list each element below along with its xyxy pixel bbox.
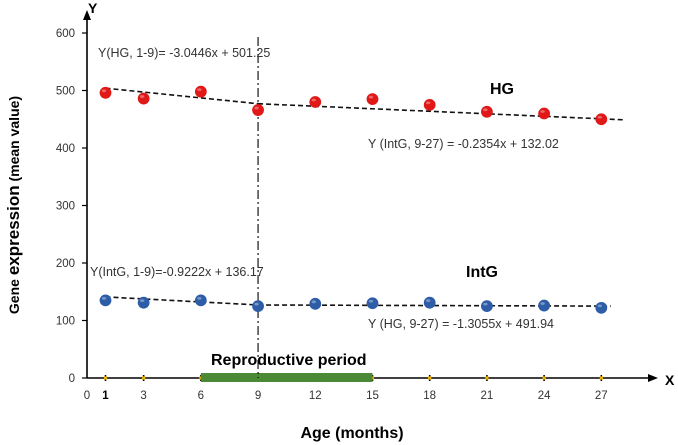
data-point-highlight xyxy=(254,302,259,306)
data-point-highlight xyxy=(311,300,316,304)
data-point-hg xyxy=(538,107,551,120)
data-point-intg xyxy=(366,297,379,310)
data-point-hg xyxy=(194,85,207,98)
x-tick-label: 12 xyxy=(309,390,322,402)
data-point-highlight xyxy=(425,101,431,105)
x-tick-label: 3 xyxy=(140,390,146,402)
data-point-intg xyxy=(595,301,608,314)
data-point-highlight xyxy=(197,296,202,300)
y-tick-label: 200 xyxy=(56,258,75,270)
y-axis-title: Gene expression (mean value) xyxy=(4,96,23,314)
data-point-intg xyxy=(252,300,264,313)
y-axis-title-part-2: expression xyxy=(4,185,23,275)
data-point-intg xyxy=(423,296,436,309)
data-point-highlight xyxy=(254,106,259,110)
data-point-intg xyxy=(194,294,207,307)
data-point-hg xyxy=(366,93,379,106)
x-axis-arrowhead xyxy=(648,374,658,382)
equation-hg-9-27: Y (HG, 9-27) = -1.3055x + 491.94 xyxy=(368,317,554,331)
marks-layer xyxy=(99,37,625,382)
y-tick-label: 300 xyxy=(56,201,75,213)
series-label-intg: IntG xyxy=(466,264,498,281)
y-axis-letter: Y xyxy=(88,0,98,16)
x-tick-marker xyxy=(428,376,432,380)
data-point-hg xyxy=(137,92,150,105)
x-tick-marker xyxy=(542,376,546,380)
data-point-hg xyxy=(309,96,322,108)
series-label-hg: HG xyxy=(490,81,514,98)
data-point-highlight xyxy=(425,299,431,303)
trendline-hg xyxy=(105,87,259,105)
x-tick-marker xyxy=(142,376,146,380)
equation-intg-1-9: Y(IntG, 1-9)=-0.9222x + 136.17 xyxy=(90,265,264,279)
y-tick-label: 400 xyxy=(56,143,75,155)
data-point-highlight xyxy=(368,95,374,99)
data-point-intg xyxy=(99,294,112,307)
data-point-highlight xyxy=(368,299,374,303)
data-point-highlight xyxy=(540,110,545,113)
y-tick-label: 0 xyxy=(69,373,75,385)
x-axis-letter: X xyxy=(665,372,675,388)
x-tick-label: 9 xyxy=(255,390,261,402)
x-tick-marker xyxy=(485,376,489,380)
x-tick-label: 18 xyxy=(423,390,436,402)
reproductive-period-bar xyxy=(200,373,373,382)
x-tick-marker xyxy=(103,376,108,380)
x-tick-label: 24 xyxy=(538,390,551,402)
data-point-hg xyxy=(423,98,436,111)
data-point-hg xyxy=(99,86,112,99)
data-point-highlight xyxy=(101,296,107,300)
data-point-intg xyxy=(480,300,493,313)
data-point-hg xyxy=(252,104,264,116)
x-tick-label: 27 xyxy=(595,390,608,402)
x-tick-label: 0 xyxy=(84,390,90,402)
x-tick-label: 21 xyxy=(481,390,494,402)
x-tick-marker xyxy=(599,376,603,380)
y-tick-label: 600 xyxy=(56,28,75,40)
data-point-highlight xyxy=(139,95,145,98)
y-tick-label: 100 xyxy=(56,316,75,328)
equation-intg-9-27: Y (IntG, 9-27) = -0.2354x + 132.02 xyxy=(368,137,559,151)
x-tick-label: 6 xyxy=(198,390,204,402)
data-point-highlight xyxy=(101,89,107,93)
trendline-hg xyxy=(258,102,625,121)
x-tick-label: 1 xyxy=(102,390,109,402)
data-point-highlight xyxy=(483,108,488,112)
y-tick-label: 500 xyxy=(56,86,75,98)
x-tick-label: 15 xyxy=(366,390,379,402)
y-axis-title-part-1: Gene xyxy=(6,275,22,314)
reproductive-period-label: Reproductive period xyxy=(211,352,367,369)
data-point-highlight xyxy=(139,299,145,303)
data-point-highlight xyxy=(597,304,603,308)
data-point-highlight xyxy=(597,115,603,119)
data-point-intg xyxy=(137,296,150,309)
equation-hg-1-9: Y(HG, 1-9)= -3.0446x + 501.25 xyxy=(98,46,270,60)
y-axis-title-part-3: (mean value) xyxy=(6,96,22,185)
y-axis-arrowhead xyxy=(83,10,91,20)
data-point-hg xyxy=(480,105,493,118)
data-point-highlight xyxy=(311,98,316,102)
data-point-highlight xyxy=(540,302,545,305)
x-axis-title: Age (months) xyxy=(300,425,403,442)
data-point-intg xyxy=(538,299,551,312)
data-point-intg xyxy=(309,297,322,310)
trendline-intg xyxy=(105,296,259,306)
data-point-highlight xyxy=(483,302,488,306)
data-point-hg xyxy=(595,113,608,126)
data-point-highlight xyxy=(197,88,202,92)
